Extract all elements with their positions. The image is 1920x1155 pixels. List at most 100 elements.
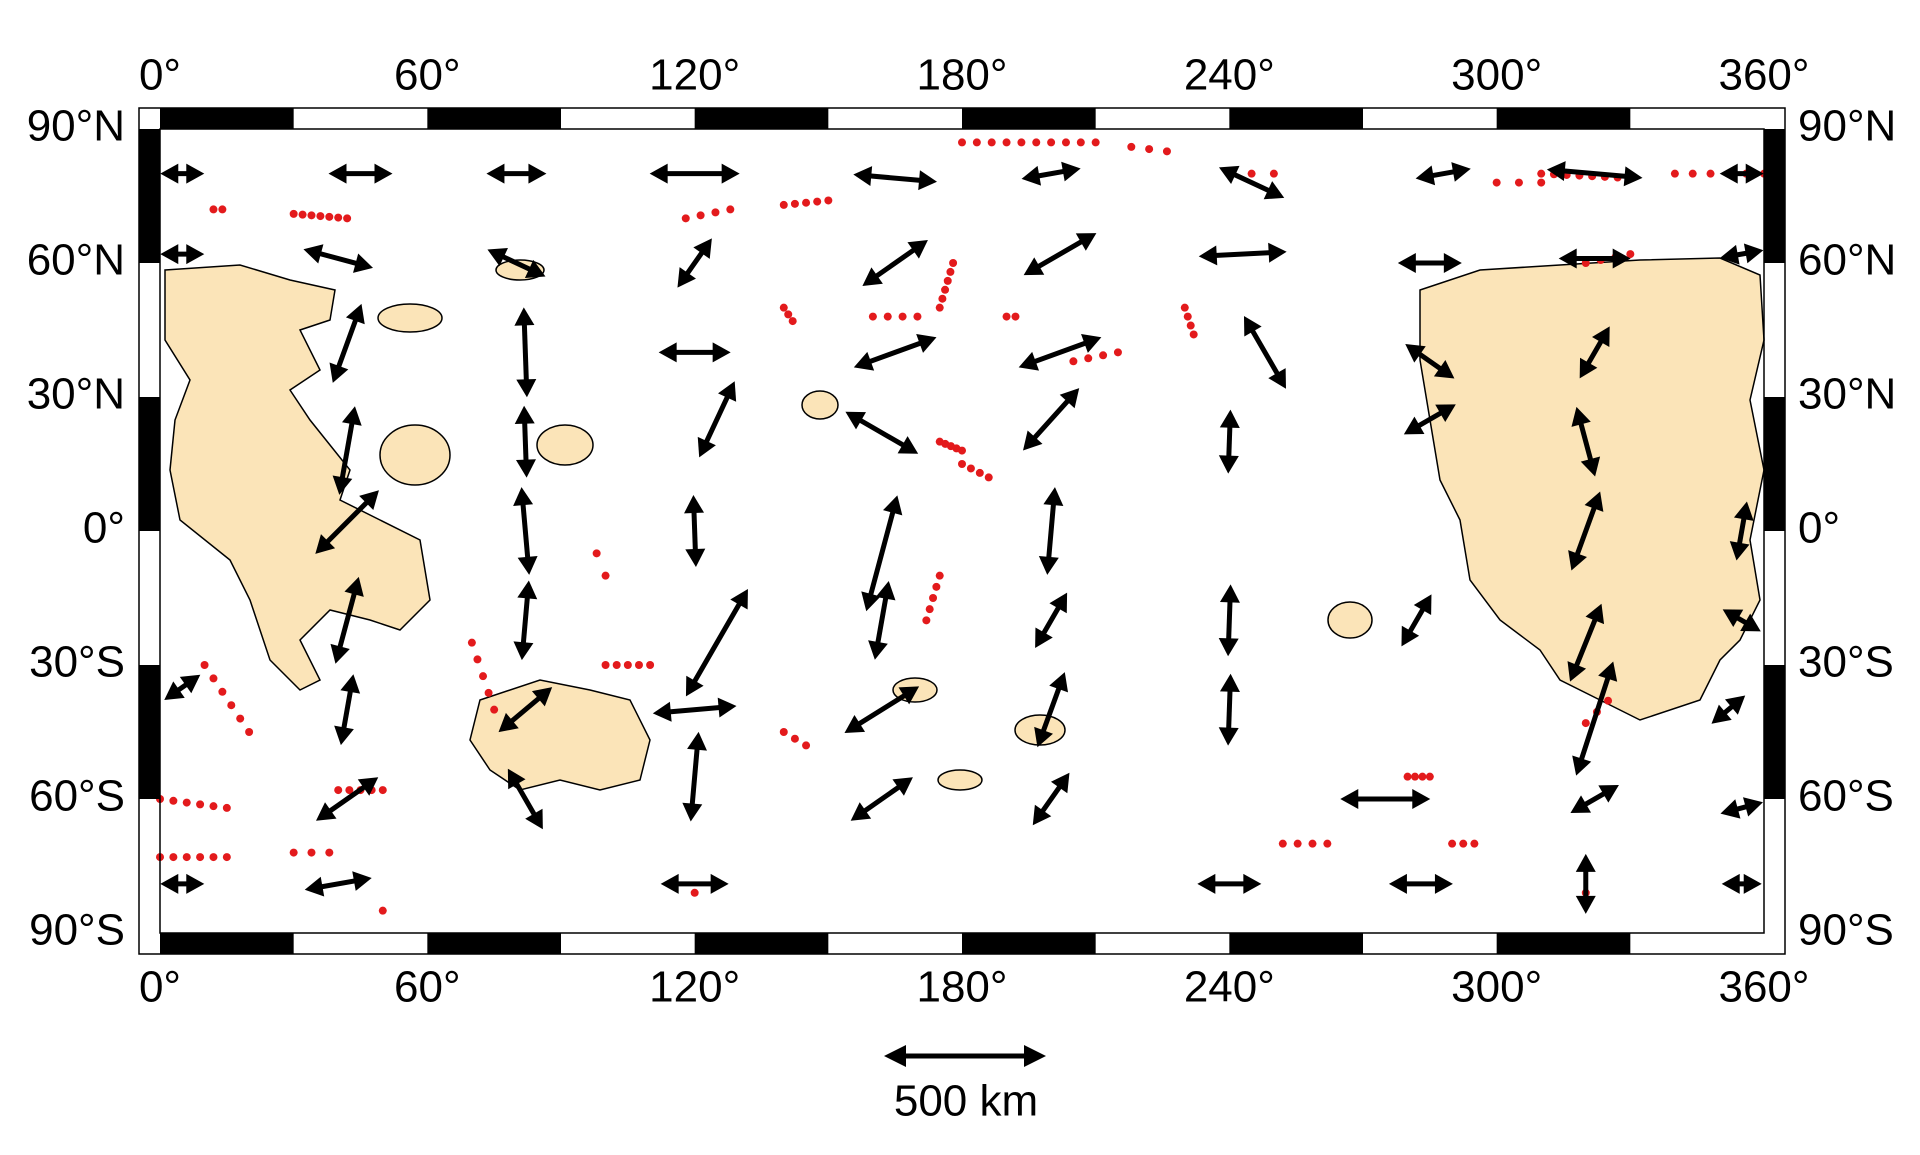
red-point bbox=[612, 661, 621, 669]
red-point bbox=[1076, 138, 1085, 147]
terrain-region bbox=[536, 424, 594, 466]
red-point bbox=[289, 209, 298, 218]
arrow-head bbox=[1598, 785, 1619, 803]
red-point bbox=[1308, 839, 1317, 848]
left-label: 60°S bbox=[29, 772, 125, 821]
arrow-head bbox=[1570, 795, 1592, 813]
red-point bbox=[975, 468, 984, 477]
terrain-region bbox=[379, 424, 451, 486]
arrow-head bbox=[660, 873, 679, 894]
arrow-head bbox=[1243, 315, 1262, 337]
arrow-head bbox=[531, 687, 553, 707]
arrow-head bbox=[1724, 695, 1746, 715]
red-point bbox=[218, 205, 227, 214]
arrow-head bbox=[1572, 755, 1592, 776]
left-label: 60°N bbox=[27, 236, 125, 285]
arrow-head bbox=[697, 436, 716, 458]
red-point bbox=[218, 687, 227, 696]
arrow-head bbox=[341, 406, 362, 426]
red-point bbox=[334, 213, 343, 222]
border-segment bbox=[139, 397, 160, 531]
red-point bbox=[169, 853, 178, 862]
arrow-shaft bbox=[1209, 249, 1276, 259]
right-label: 30°N bbox=[1798, 370, 1896, 419]
arrow-shaft bbox=[869, 244, 921, 282]
red-point bbox=[196, 800, 205, 809]
red-point bbox=[946, 267, 955, 276]
top-label: 360° bbox=[1718, 51, 1809, 100]
arrow-shaft bbox=[505, 692, 546, 728]
arrow-head bbox=[684, 495, 705, 514]
red-point bbox=[1017, 138, 1026, 147]
arrow-head bbox=[1032, 804, 1052, 826]
red-point bbox=[958, 460, 966, 468]
arrow-head bbox=[160, 873, 179, 894]
border-segment bbox=[694, 108, 829, 129]
arrow-shaft bbox=[334, 313, 361, 374]
red-point bbox=[1186, 321, 1195, 330]
border-segment bbox=[427, 108, 561, 129]
arrow-head bbox=[487, 248, 508, 267]
red-point bbox=[479, 672, 488, 681]
arrow-head bbox=[1401, 625, 1420, 647]
arrow-head bbox=[883, 495, 903, 516]
arrow-shaft bbox=[521, 416, 529, 467]
bottom-label: 180° bbox=[916, 963, 1007, 1012]
arrow-head bbox=[1592, 326, 1610, 347]
arrow-head bbox=[1546, 161, 1566, 182]
scale-bar: 500 km bbox=[884, 1045, 1046, 1126]
arrow-head bbox=[1623, 166, 1643, 187]
arrow-head bbox=[1340, 789, 1359, 809]
arrow-head bbox=[1435, 404, 1456, 422]
red-point bbox=[1626, 250, 1635, 259]
border-segment bbox=[1229, 933, 1363, 954]
arrow-head bbox=[345, 303, 365, 325]
red-point bbox=[343, 214, 352, 223]
arrow-head bbox=[1218, 637, 1239, 657]
border-segment bbox=[1764, 129, 1785, 263]
arrow-head bbox=[1584, 491, 1604, 512]
top-label: 0° bbox=[139, 51, 181, 100]
red-point bbox=[209, 802, 218, 811]
arrow-shaft bbox=[858, 781, 906, 817]
arrow-head bbox=[1415, 165, 1436, 186]
red-point bbox=[1278, 839, 1287, 848]
arrow-head bbox=[898, 686, 920, 705]
arrow-shaft bbox=[1028, 394, 1074, 445]
terrain-units bbox=[164, 257, 1765, 791]
arrow-head bbox=[344, 576, 364, 597]
red-point bbox=[958, 138, 966, 147]
red-point bbox=[325, 848, 334, 857]
arrow-head bbox=[718, 381, 737, 402]
terrain-region bbox=[469, 679, 651, 791]
red-point bbox=[378, 786, 387, 795]
red-point bbox=[690, 888, 699, 897]
arrow-head bbox=[1571, 406, 1591, 427]
arrow-head bbox=[693, 238, 712, 259]
arrow-head bbox=[513, 641, 534, 661]
arrow-head bbox=[1740, 613, 1761, 632]
bottom-label: 120° bbox=[649, 963, 740, 1012]
red-point bbox=[1189, 330, 1198, 339]
terrain-region bbox=[377, 303, 443, 333]
arrow-head bbox=[525, 808, 543, 830]
red-point bbox=[913, 312, 922, 321]
right-label: 90°S bbox=[1798, 906, 1894, 955]
arrow-shaft bbox=[1027, 338, 1093, 367]
arrow-head bbox=[1218, 455, 1239, 474]
arrow-head bbox=[712, 342, 731, 363]
arrow-head bbox=[186, 873, 205, 894]
red-point bbox=[209, 674, 218, 683]
arrow-shaft bbox=[520, 591, 531, 650]
red-point bbox=[222, 803, 231, 812]
arrow-head bbox=[1018, 351, 1040, 371]
arrow-head bbox=[685, 548, 706, 567]
arrow-head bbox=[1412, 789, 1431, 809]
red-point bbox=[958, 446, 966, 455]
right-label: 60°S bbox=[1798, 772, 1894, 821]
arrow-head bbox=[186, 244, 205, 265]
red-point bbox=[623, 661, 632, 669]
arrow-head bbox=[1049, 592, 1068, 614]
arrow-head bbox=[652, 701, 672, 722]
